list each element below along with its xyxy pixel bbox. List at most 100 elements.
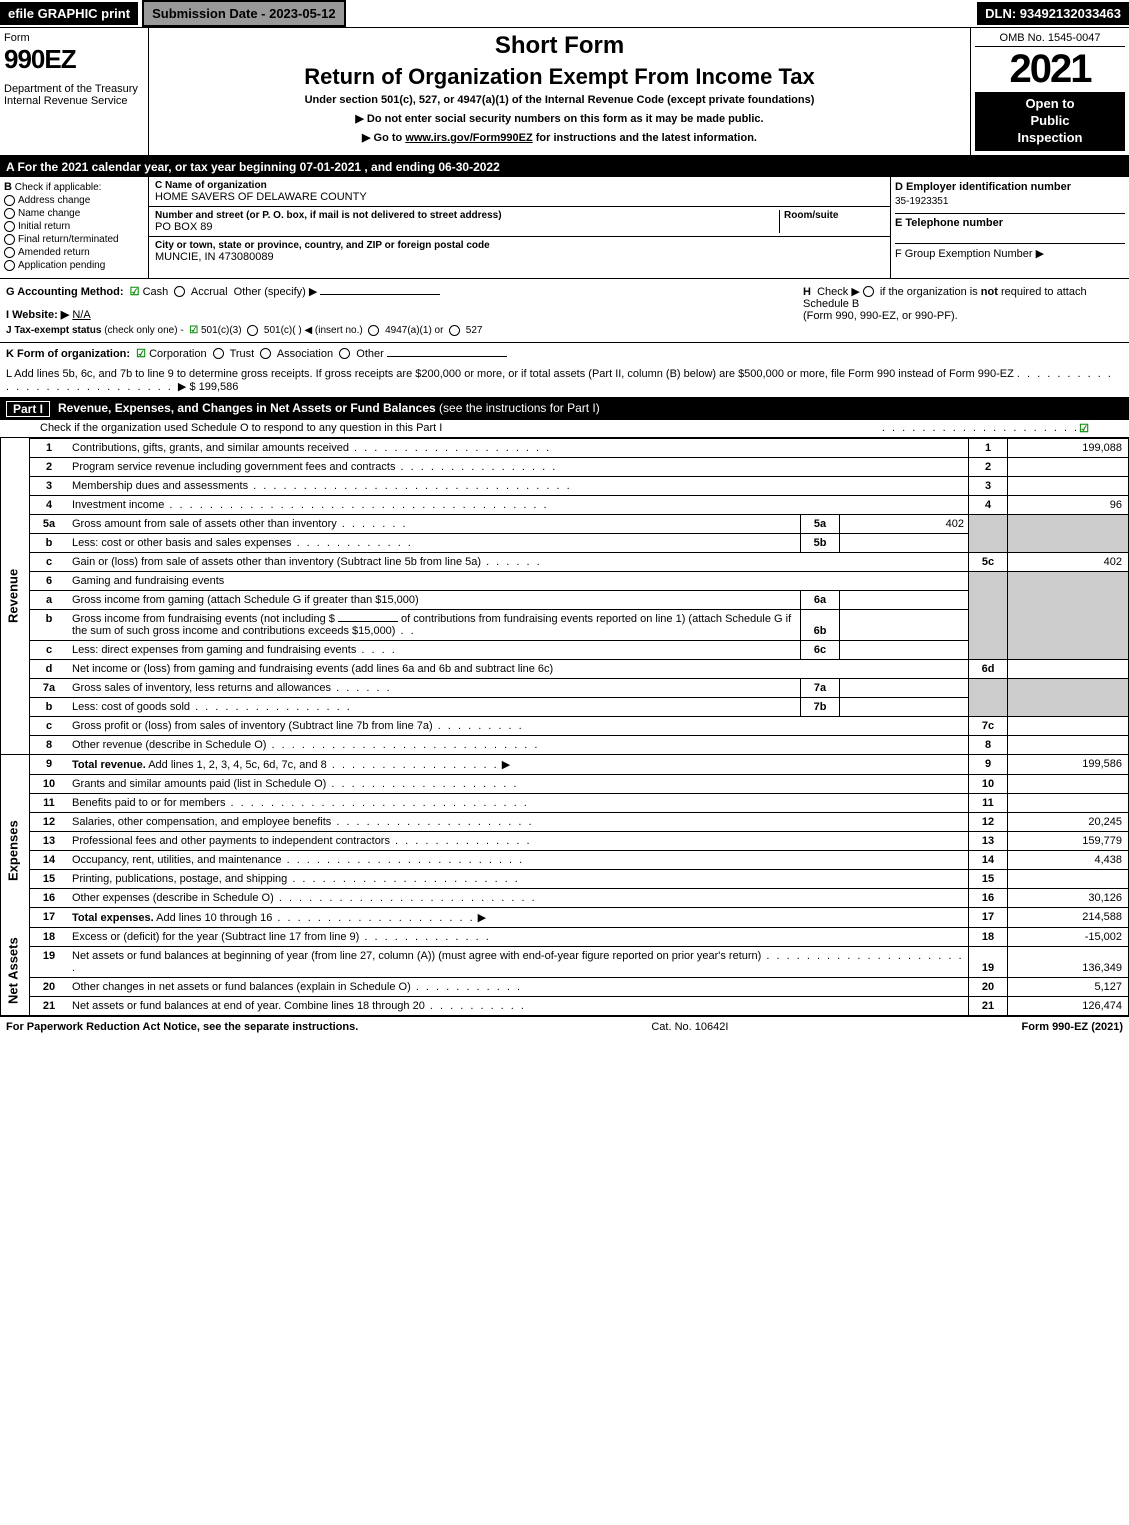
l11-val: [1008, 793, 1129, 812]
h-text3: (Form 990, 990-EZ, or 990-PF).: [803, 310, 1123, 322]
l12-col: 12: [969, 812, 1008, 831]
l6b-icol: 6b: [801, 609, 840, 640]
cash-check-icon: ☑: [130, 286, 140, 298]
line-12: 12 Salaries, other compensation, and emp…: [1, 812, 1129, 831]
l10-desc: Grants and similar amounts paid (list in…: [72, 778, 326, 790]
line-20: 20 Other changes in net assets or fund b…: [1, 977, 1129, 996]
cb-address-change-label: Address change: [18, 195, 90, 206]
l6a-num: a: [30, 590, 69, 609]
cb-address-change[interactable]: Address change: [4, 195, 144, 206]
cb-initial-return[interactable]: Initial return: [4, 221, 144, 232]
l6b-ival: [840, 609, 969, 640]
efile-label[interactable]: efile GRAPHIC print: [0, 2, 138, 25]
l6a-ival: [840, 590, 969, 609]
row-k: K Form of organization: ☑ Corporation Tr…: [0, 343, 1129, 364]
cb-name-change-label: Name change: [18, 208, 80, 219]
l7b-num: b: [30, 697, 69, 716]
l3-num: 3: [30, 476, 69, 495]
trust-checkbox[interactable]: [213, 348, 224, 359]
l19-val: 136,349: [1008, 946, 1129, 977]
assoc-checkbox[interactable]: [260, 348, 271, 359]
irs-link[interactable]: www.irs.gov/Form990EZ: [405, 132, 532, 144]
l-arrow: ▶ $: [178, 381, 196, 393]
part-1-title-text: Revenue, Expenses, and Changes in Net As…: [58, 401, 436, 415]
l6-num: 6: [30, 571, 69, 590]
l7c-col: 7c: [969, 716, 1008, 735]
row-l: L Add lines 5b, 6c, and 7b to line 9 to …: [0, 364, 1129, 398]
l4-val: 96: [1008, 495, 1129, 514]
l12-val: 20,245: [1008, 812, 1129, 831]
k-assoc: Association: [277, 348, 333, 360]
line-11: 11 Benefits paid to or for members . . .…: [1, 793, 1129, 812]
h-post: if the organization is: [877, 286, 981, 298]
l5a-ival: 402: [840, 514, 969, 533]
l6b-blank[interactable]: [338, 621, 398, 622]
dln: DLN: 93492132033463: [977, 2, 1129, 25]
org-name: HOME SAVERS OF DELAWARE COUNTY: [155, 191, 884, 203]
l18-num: 18: [30, 927, 69, 946]
j-opt1: 501(c)(3): [201, 325, 242, 336]
h-label: H: [803, 286, 811, 298]
cb-application-pending[interactable]: Application pending: [4, 260, 144, 271]
line-18: Net Assets 18 Excess or (deficit) for th…: [1, 927, 1129, 946]
street-value: PO BOX 89: [155, 221, 779, 233]
line-7b: b Less: cost of goods sold . . . . . . .…: [1, 697, 1129, 716]
l10-col: 10: [969, 774, 1008, 793]
instr2-pre: ▶ Go to: [362, 132, 405, 144]
l13-col: 13: [969, 831, 1008, 850]
line-15: 15 Printing, publications, postage, and …: [1, 869, 1129, 888]
l18-col: 18: [969, 927, 1008, 946]
cb-name-change[interactable]: Name change: [4, 208, 144, 219]
l20-desc: Other changes in net assets or fund bala…: [72, 981, 411, 993]
h-checkbox[interactable]: [863, 286, 874, 297]
g-label: G Accounting Method:: [6, 286, 124, 298]
l19-col: 19: [969, 946, 1008, 977]
l2-desc: Program service revenue including govern…: [72, 461, 395, 473]
k-other-input[interactable]: [387, 356, 507, 357]
501c-checkbox[interactable]: [247, 325, 258, 336]
accrual-checkbox[interactable]: [174, 286, 185, 297]
l8-val: [1008, 735, 1129, 754]
l21-desc: Net assets or fund balances at end of ye…: [72, 1000, 425, 1012]
other-checkbox[interactable]: [339, 348, 350, 359]
lines-table: Revenue 1 Contributions, gifts, grants, …: [0, 438, 1129, 1016]
b-label: B: [4, 181, 12, 193]
other-specify-input[interactable]: [320, 294, 440, 295]
l4-num: 4: [30, 495, 69, 514]
l3-col: 3: [969, 476, 1008, 495]
city-value: MUNCIE, IN 473080089: [155, 251, 884, 263]
l6b-num: b: [30, 609, 69, 640]
l16-val: 30,126: [1008, 888, 1129, 907]
l6a-icol: 6a: [801, 590, 840, 609]
dept-text: Department of the Treasury Internal Reve…: [4, 83, 144, 107]
l7a-num: 7a: [30, 678, 69, 697]
line-19: 19 Net assets or fund balances at beginn…: [1, 946, 1129, 977]
l1-val: 199,088: [1008, 438, 1129, 457]
line-7a: 7a Gross sales of inventory, less return…: [1, 678, 1129, 697]
line-1: Revenue 1 Contributions, gifts, grants, …: [1, 438, 1129, 457]
street-label: Number and street (or P. O. box, if mail…: [155, 210, 779, 221]
k-label: K Form of organization:: [6, 348, 130, 360]
l18-desc: Excess or (deficit) for the year (Subtra…: [72, 931, 359, 943]
e-label: E Telephone number: [895, 213, 1125, 229]
part-1-header: Part I Revenue, Expenses, and Changes in…: [0, 398, 1129, 420]
l17-val: 214,588: [1008, 907, 1129, 927]
b-text: Check if applicable:: [15, 182, 102, 193]
part-1-title: Revenue, Expenses, and Changes in Net As…: [58, 401, 1123, 417]
l6-desc: Gaming and fundraising events: [72, 575, 224, 587]
l20-val: 5,127: [1008, 977, 1129, 996]
form-word: Form: [4, 32, 144, 44]
cb-amended[interactable]: Amended return: [4, 247, 144, 258]
l8-num: 8: [30, 735, 69, 754]
l14-col: 14: [969, 850, 1008, 869]
527-checkbox[interactable]: [449, 325, 460, 336]
l8-desc: Other revenue (describe in Schedule O): [72, 739, 266, 751]
cb-final-return[interactable]: Final return/terminated: [4, 234, 144, 245]
l5-grey: [969, 514, 1008, 552]
under-section: Under section 501(c), 527, or 4947(a)(1)…: [157, 94, 962, 106]
line-5c: c Gain or (loss) from sale of assets oth…: [1, 552, 1129, 571]
4947-checkbox[interactable]: [368, 325, 379, 336]
footer-left: For Paperwork Reduction Act Notice, see …: [6, 1021, 358, 1033]
j-label: J Tax-exempt status: [6, 325, 101, 336]
g-other: Other (specify) ▶: [234, 286, 318, 298]
